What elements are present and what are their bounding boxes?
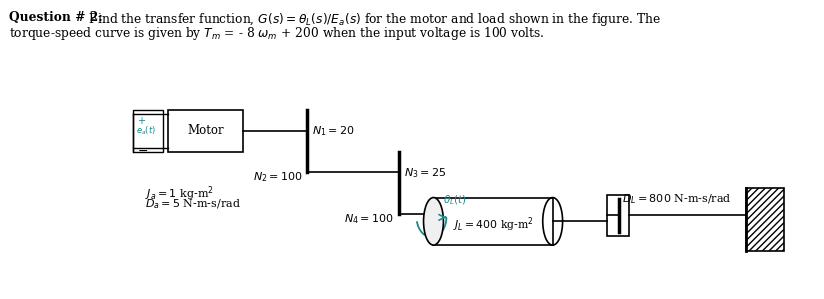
- Bar: [133, 110, 163, 152]
- Text: $D_a = 5$ N-m-s/rad: $D_a = 5$ N-m-s/rad: [145, 198, 241, 211]
- Ellipse shape: [424, 198, 443, 245]
- Text: $\theta_L(t)$: $\theta_L(t)$: [443, 193, 467, 207]
- Text: $e_a(t)$: $e_a(t)$: [137, 124, 157, 137]
- Text: Motor: Motor: [187, 124, 224, 137]
- Text: Find the transfer function, $G(s) = \theta_L(s)/E_a(s)$ for the motor and load s: Find the transfer function, $G(s) = \the…: [85, 11, 661, 28]
- Text: Question # 2:: Question # 2:: [9, 11, 103, 24]
- Bar: [433, 198, 553, 245]
- Text: $N_4 = 100$: $N_4 = 100$: [344, 212, 394, 226]
- Text: $D_L = 800$ N-m-s/rad: $D_L = 800$ N-m-s/rad: [622, 193, 732, 206]
- Text: $J_a = 1$ kg-m$^2$: $J_a = 1$ kg-m$^2$: [145, 185, 214, 203]
- Text: $N_2 = 100$: $N_2 = 100$: [253, 170, 302, 184]
- Text: $N_1 = 20$: $N_1 = 20$: [312, 124, 355, 138]
- Text: torque-speed curve is given by $T_m$ = - 8 $\omega_m$ + 200 when the input volta: torque-speed curve is given by $T_m$ = -…: [9, 25, 545, 42]
- Text: $N_3 = 25$: $N_3 = 25$: [404, 166, 446, 180]
- Bar: [607, 195, 630, 236]
- Bar: [168, 110, 243, 152]
- Bar: [747, 188, 784, 251]
- Text: +: +: [138, 116, 146, 126]
- Text: −: −: [138, 145, 148, 158]
- Text: $J_L = 400$ kg-m$^2$: $J_L = 400$ kg-m$^2$: [452, 215, 533, 234]
